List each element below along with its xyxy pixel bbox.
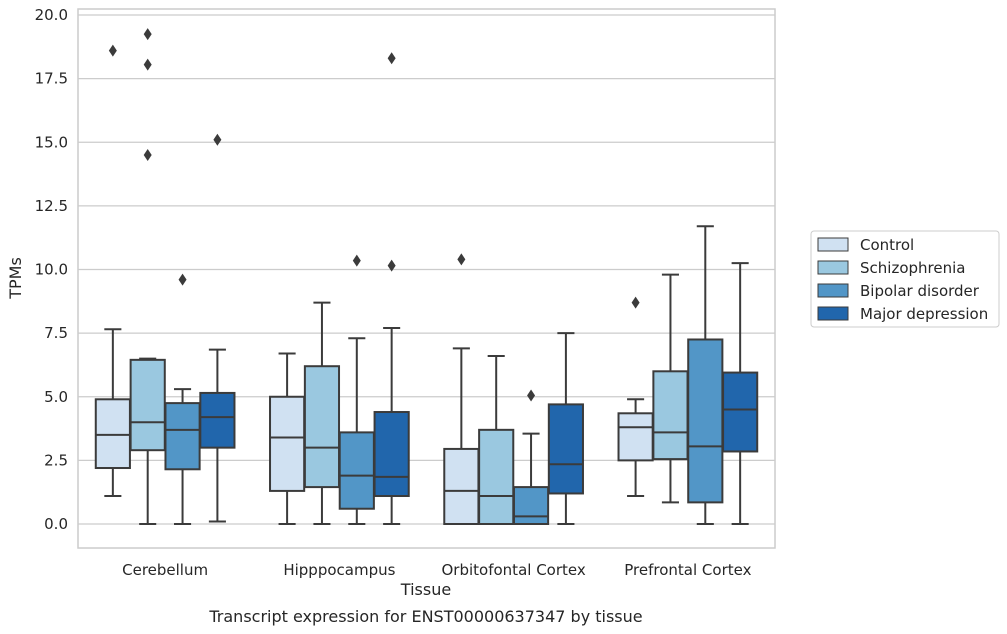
box-body [512,486,550,526]
box-body [199,391,236,449]
box-body [722,371,759,453]
box-major-depression [199,133,236,523]
box-body [303,365,341,489]
box-body [269,395,306,492]
x-axis-label: Tissue [400,580,451,599]
outlier-point [527,389,536,402]
y-tick-label: 7.5 [44,324,68,342]
box-control [443,253,480,525]
x-tick-label: Orbitofontal Cortex [442,561,586,579]
box-body [687,338,724,504]
outlier-point [178,273,187,286]
box-bipolar-disorder [512,389,550,526]
y-tick-label: 15.0 [35,133,68,151]
legend-label: Major depression [860,305,988,323]
y-tick-label: 20.0 [35,6,68,24]
legend-swatch [817,237,849,252]
box-body [478,428,515,525]
box-body [547,403,584,495]
x-tick-label: Prefrontal Cortex [624,561,751,579]
y-tick-label: 5.0 [44,388,68,406]
legend-label: Schizophrenia [860,259,965,277]
x-tick-label: Hipppocampus [283,561,395,579]
outlier-point [213,133,222,146]
box-groups [94,28,759,526]
x-tick-labels: Cerebellum Hipppocampus Orbitofontal Corte… [122,561,751,579]
box-major-depression [547,332,584,525]
box-schizophrenia [303,301,341,525]
outlier-point [457,253,466,266]
outlier-point [387,52,396,65]
outlier-point [143,58,152,71]
box-major-depression [722,262,759,525]
legend-swatch [817,260,849,275]
box-body [617,412,654,462]
box-body [338,431,375,510]
box-major-depression [373,52,410,525]
y-tick-label: 12.5 [35,197,68,215]
box-control [617,296,654,498]
gridlines [78,14,775,525]
legend-label: Control [860,236,914,254]
outlier-point [143,28,152,41]
box-body [164,402,201,471]
chart-caption: Transcript expression for ENST0000063734… [208,607,642,626]
outlier-point [631,296,640,309]
box-control [94,44,131,498]
outlier-point [352,254,361,267]
y-tick-label: 17.5 [35,70,68,88]
y-tick-labels: 0.0 2.5 5.0 7.5 10.0 12.5 15.0 17.5 20.0 [35,6,68,533]
box-body [94,398,131,470]
legend: Control Schizophrenia Bipolar disorder Majo… [810,230,1000,328]
legend-swatch [817,283,849,298]
box-body [652,370,689,461]
y-tick-label: 10.0 [35,261,68,279]
legend-label: Bipolar disorder [860,282,980,300]
y-tick-label: 2.5 [44,451,68,469]
box-body [443,447,480,525]
x-tick-label: Cerebellum [122,561,208,579]
box-body [129,358,166,452]
box-schizophrenia [478,355,515,525]
y-axis-label: TPMs [6,257,25,300]
plot-frame [77,8,776,549]
legend-swatch [817,306,849,321]
y-tick-label: 0.0 [44,515,68,533]
outlier-point [387,259,396,272]
box-bipolar-disorder [164,273,201,525]
box-body [373,411,410,498]
outlier-point [143,148,152,161]
box-bipolar-disorder [687,225,724,525]
legend-frame [810,230,1000,328]
outlier-point [108,44,117,57]
